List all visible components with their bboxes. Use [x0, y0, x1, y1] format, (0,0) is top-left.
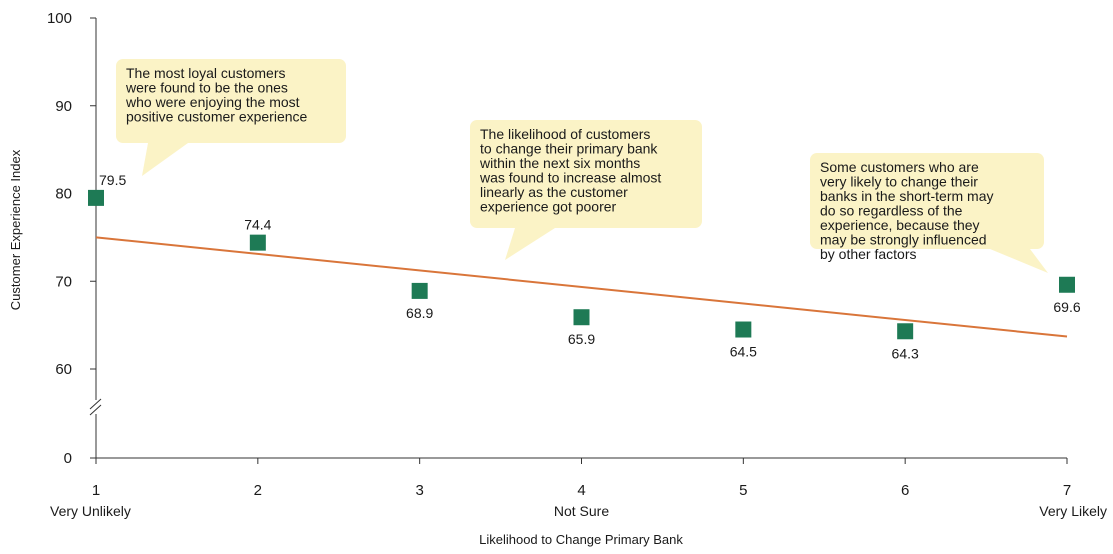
x-sublabel: Very Likely: [1039, 503, 1107, 519]
callout-box: [810, 153, 1044, 249]
y-tick-label: 90: [55, 98, 72, 115]
axes: 0 60 70 80 90 100 1 2 3 4 5 6 7 Very Unlikely Not Sure…: [47, 10, 1107, 519]
callout-text-line: were found to be the ones: [125, 80, 288, 96]
y-axis-title: Customer Experience Index: [8, 149, 23, 310]
callout-box: [470, 120, 702, 228]
callout-text-line: by other factors: [820, 246, 917, 262]
data-points: 79.5 74.4 68.9 65.9 64.5 64.3 69.6: [88, 172, 1081, 361]
data-point-marker: [897, 323, 914, 340]
y-tick-label: 60: [55, 361, 72, 378]
callout-text-line: experience, because they: [820, 217, 980, 233]
callout-box: [116, 59, 346, 143]
data-label: 64.5: [730, 344, 757, 360]
callout-text-line: linearly as the customer: [480, 184, 628, 200]
data-label: 69.6: [1053, 299, 1080, 315]
y-axis-break-mark: [89, 398, 102, 410]
x-tick-label: 6: [901, 482, 909, 499]
callout-text-line: very likely to change their: [820, 174, 978, 190]
data-label: 74.4: [244, 217, 271, 233]
x-tick-label: 1: [92, 482, 100, 499]
x-sublabel: Very Unlikely: [50, 503, 131, 519]
callout-text-line: positive customer experience: [126, 109, 308, 125]
data-point-marker: [735, 321, 752, 338]
trendline-group: [95, 236, 1068, 338]
y-tick-label: 80: [55, 186, 72, 203]
data-point-marker: [411, 282, 428, 299]
x-axis-title: Likelihood to Change Primary Bank: [479, 532, 683, 547]
data-point-marker: [249, 234, 266, 251]
data-point-marker: [1059, 276, 1075, 293]
callout-text-line: The most loyal customers: [126, 65, 286, 81]
data-label: 68.9: [406, 305, 433, 321]
y-tick-label: 70: [55, 273, 72, 290]
callout-tail: [505, 228, 555, 260]
callout-text-line: experience got poorer: [480, 199, 617, 215]
callout-tail: [142, 143, 188, 176]
x-tick-label: 7: [1063, 482, 1071, 499]
callout-text-line: may be strongly influenced: [820, 232, 987, 248]
callout-text-line: was found to increase almost: [479, 170, 661, 186]
y-tick-label: 100: [47, 10, 72, 27]
data-label: 79.5: [99, 172, 126, 188]
trendline: [95, 236, 1068, 338]
data-label: 64.3: [892, 345, 919, 361]
x-tick-label: 3: [415, 482, 423, 499]
y-axis-break-mark: [89, 404, 102, 416]
y-tick-label: 0: [64, 450, 72, 467]
data-point-marker: [573, 309, 590, 326]
x-tick-label: 5: [739, 482, 747, 499]
x-tick-label: 4: [577, 482, 585, 499]
data-label: 65.9: [568, 331, 595, 347]
callout-text-line: within the next six months: [479, 155, 640, 171]
callout-text-line: do so regardless of the: [820, 203, 963, 219]
x-tick-label: 2: [254, 482, 262, 499]
data-point-marker: [88, 189, 104, 206]
callout-text-line: The likelihood of customers: [480, 126, 650, 142]
callout-text-line: banks in the short-term may: [820, 188, 994, 204]
callout-text-line: to change their primary bank: [480, 141, 658, 157]
x-sublabel: Not Sure: [554, 503, 609, 519]
callout-text-line: who were enjoying the most: [125, 94, 300, 110]
callout-tail: [990, 249, 1048, 273]
callout-text-line: Some customers who are: [820, 159, 979, 175]
